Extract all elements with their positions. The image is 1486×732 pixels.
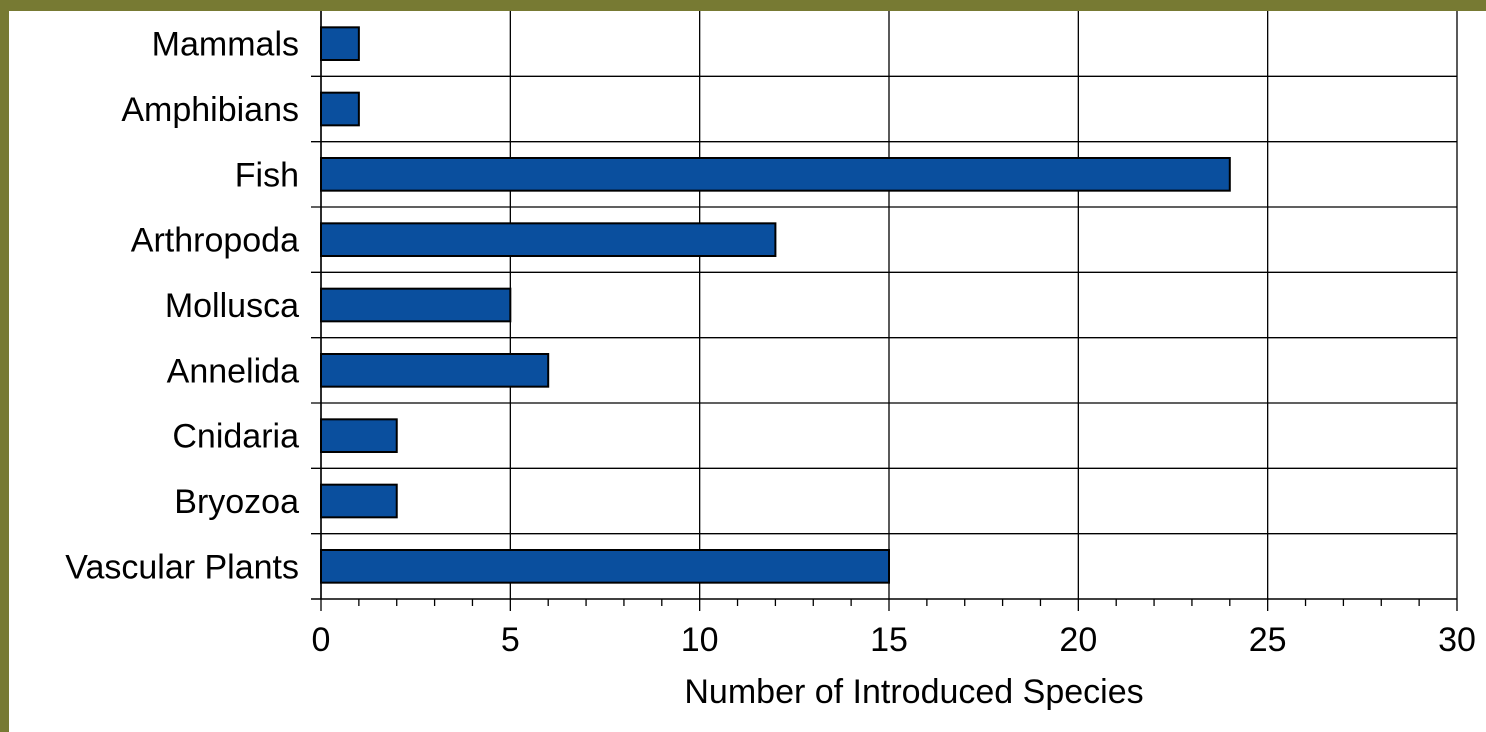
category-label: Fish	[235, 156, 299, 194]
x-axis-title: Number of Introduced Species	[684, 673, 1143, 711]
category-label: Amphibians	[121, 91, 299, 129]
bar-chart: Mammals Amphibians Fish Arthropoda Mollusca A…	[65, 11, 1476, 711]
x-tick-label: 20	[1059, 621, 1097, 659]
bar-cnidaria	[320, 418, 398, 454]
x-tick-label: 5	[501, 621, 520, 659]
bar-mollusca	[320, 287, 512, 323]
category-label: Arthropoda	[131, 222, 299, 260]
bar-vascular-plants	[320, 549, 890, 584]
category-label: Vascular Plants	[65, 548, 299, 586]
bars	[320, 26, 1231, 584]
x-tick-label: 0	[312, 621, 331, 659]
bar-fish	[320, 157, 1231, 192]
category-label: Bryozoa	[174, 483, 299, 521]
bar-arthropoda	[320, 222, 777, 257]
bar-bryozoa	[320, 483, 398, 519]
x-tick-label: 15	[870, 621, 908, 659]
category-label: Cnidaria	[172, 418, 299, 456]
x-tick-label: 25	[1249, 621, 1287, 659]
bar-amphibians	[320, 91, 360, 127]
category-label: Mammals	[152, 26, 299, 64]
bar-mammals	[320, 26, 360, 62]
category-label: Mollusca	[165, 287, 299, 325]
x-tick-label: 30	[1438, 621, 1476, 659]
chart-panel: Mammals Amphibians Fish Arthropoda Mollusca A…	[9, 11, 1486, 732]
category-label: Annelida	[167, 352, 299, 390]
x-axis-ticks: 0 5 10 15 20 25 30	[312, 599, 1476, 659]
x-tick-label: 10	[681, 621, 719, 659]
bar-annelida	[320, 353, 550, 388]
category-labels: Mammals Amphibians Fish Arthropoda Mollusca A…	[65, 26, 299, 587]
